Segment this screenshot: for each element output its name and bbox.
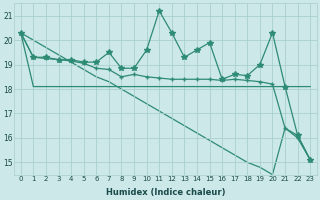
- X-axis label: Humidex (Indice chaleur): Humidex (Indice chaleur): [106, 188, 225, 197]
